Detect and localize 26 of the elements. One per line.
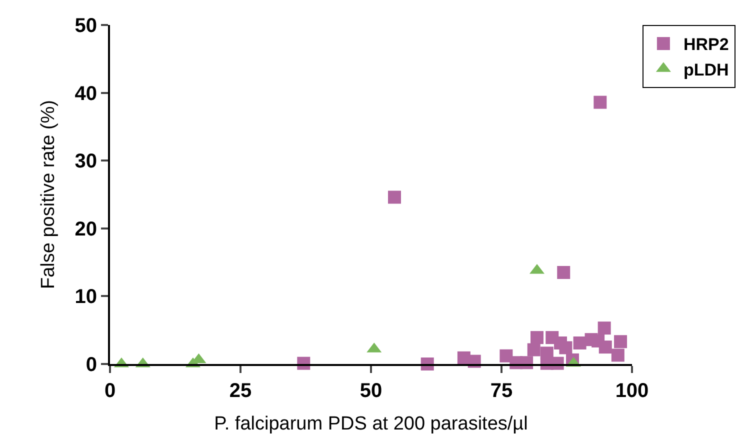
point: [559, 341, 572, 354]
x-axis-title: P. falciparum PDS at 200 parasites/µl: [214, 413, 528, 434]
legend-label: HRP2: [683, 35, 729, 54]
x-tick-label: 0: [104, 380, 116, 402]
point: [527, 343, 540, 356]
x-tick-label: 25: [229, 380, 252, 402]
y-tick-label: 20: [74, 218, 97, 240]
point: [598, 340, 612, 354]
point: [388, 190, 401, 204]
y-tick-label: 40: [74, 82, 97, 105]
x-tick-label: 100: [615, 380, 649, 402]
y-tick-label: 30: [74, 150, 97, 173]
point: [530, 331, 544, 344]
point: [611, 348, 624, 362]
point: [594, 96, 607, 109]
x-tick-label: 75: [490, 380, 513, 402]
point: [557, 266, 570, 279]
legend-label: pLDH: [683, 60, 729, 80]
x-tick-label: 50: [360, 380, 382, 402]
y-axis-title: False positive rate (%): [38, 100, 60, 290]
y-tick-label: 0: [86, 354, 97, 376]
point: [573, 336, 586, 350]
y-tick-label: 50: [74, 15, 97, 37]
y-tick-label: 10: [74, 286, 97, 308]
point: [598, 322, 611, 335]
point: [614, 335, 628, 348]
